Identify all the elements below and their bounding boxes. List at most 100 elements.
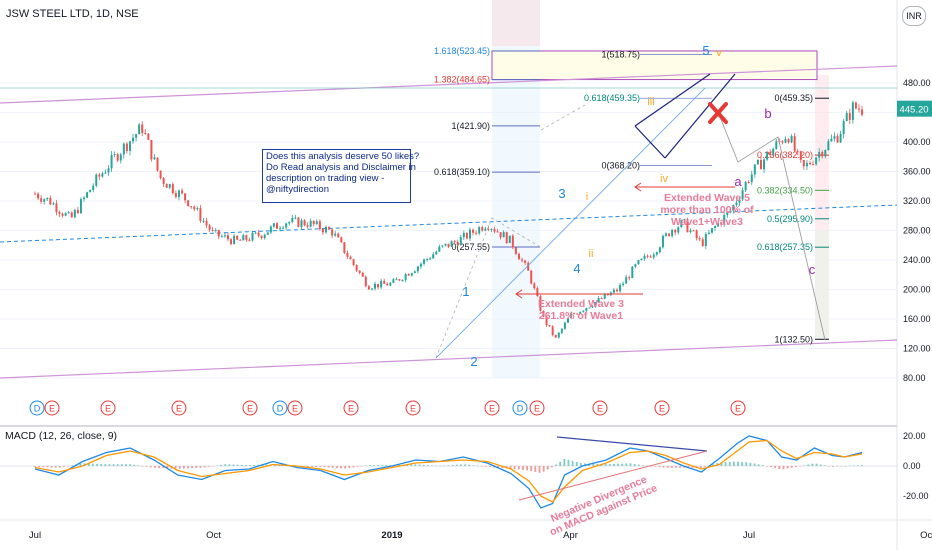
macd-histogram-bar	[191, 466, 194, 469]
wave5-arrow-head	[634, 182, 642, 192]
candle-body	[214, 229, 217, 231]
candle-body	[475, 232, 478, 234]
candle-body	[484, 228, 487, 231]
wave-label-primary: 5	[702, 43, 709, 58]
candle-body	[551, 326, 554, 335]
wave3-annotation: Extended Wave 3	[538, 298, 624, 310]
macd-histogram-bar	[455, 464, 458, 466]
candle-body	[741, 190, 744, 200]
candle-body	[573, 313, 576, 315]
candle-body	[380, 280, 383, 288]
candle-body	[729, 210, 732, 212]
event-marker	[484, 400, 500, 416]
macd-histogram-bar	[592, 463, 595, 466]
macd-histogram-bar	[633, 463, 636, 466]
macd-histogram-bar	[675, 466, 677, 468]
candle-body	[668, 233, 671, 237]
candle-body	[756, 159, 759, 165]
macd-histogram-bar	[836, 466, 839, 467]
candle-body	[386, 283, 389, 286]
candle-body	[851, 102, 854, 120]
macd-histogram-bar	[265, 464, 268, 466]
candle-body	[70, 212, 73, 218]
macd-histogram-bar	[431, 465, 433, 466]
macd-histogram-bar	[385, 465, 388, 466]
candle-body	[242, 235, 245, 241]
candle-body	[187, 200, 190, 207]
macd-histogram-bar	[815, 463, 818, 466]
candle-body	[628, 277, 631, 279]
candle-body	[76, 209, 79, 214]
candle-body	[508, 235, 511, 244]
fib-projection-label: 1.382(484.65)	[434, 75, 490, 85]
candle-body	[358, 270, 361, 273]
currency-badge[interactable]: INR	[902, 6, 926, 26]
candle-body	[46, 197, 49, 200]
macd-histogram-bar	[786, 466, 789, 469]
macd-histogram-bar	[369, 465, 371, 466]
candle-body	[113, 154, 116, 156]
candle-body	[591, 306, 594, 308]
macd-histogram-bar	[737, 461, 739, 466]
candle-body	[468, 229, 471, 239]
candle-body	[793, 136, 796, 151]
candle-body	[337, 233, 340, 238]
macd-histogram-bar	[211, 466, 214, 467]
macd-histogram-bar	[319, 466, 322, 467]
candle-body	[193, 206, 196, 210]
candle-body	[251, 232, 254, 241]
macd-histogram-bar	[439, 465, 442, 467]
candle-body	[827, 141, 830, 151]
divergence-arrow	[518, 450, 708, 501]
candle-body	[34, 193, 36, 195]
macd-histogram-bar	[203, 466, 206, 468]
candle-body	[95, 174, 98, 186]
candle-body	[698, 238, 701, 240]
candle-body	[557, 332, 560, 338]
candle-body	[275, 223, 278, 229]
fib-retracement-label: 1(132.50)	[774, 334, 813, 344]
macd-histogram-bar	[790, 466, 793, 468]
macd-histogram-bar	[207, 466, 210, 467]
macd-histogram-bar	[757, 464, 760, 466]
macd-histogram-bar	[720, 462, 723, 466]
macd-histogram-bar	[104, 464, 107, 466]
candle-body	[199, 208, 202, 221]
candle-body	[138, 124, 141, 135]
candle-body	[597, 298, 600, 303]
candle-body	[297, 217, 300, 227]
candle-body	[312, 220, 315, 225]
last-price-label: 445.20	[899, 105, 928, 116]
candle-body	[772, 148, 775, 156]
fib-retracement-label: 0.5(295.90)	[767, 214, 813, 224]
macd-histogram-bar	[340, 466, 342, 469]
macd-histogram-bar	[654, 466, 657, 467]
candle-body	[646, 255, 649, 257]
candle-body	[720, 223, 723, 225]
candle-body	[683, 219, 686, 221]
candle-body	[790, 136, 793, 143]
wave-label-primary: 2	[470, 354, 477, 369]
candle-body	[438, 246, 441, 252]
macd-histogram-bar	[87, 463, 90, 466]
macd-histogram-bar	[315, 466, 318, 467]
candle-body	[447, 243, 450, 247]
y-tick-label: 200.00	[903, 285, 931, 295]
macd-histogram-bar	[249, 465, 251, 466]
candle-body	[524, 260, 527, 263]
candle-body	[707, 232, 710, 235]
fib-retracement-label: 0(459.35)	[774, 93, 813, 103]
event-marker-label: D	[517, 404, 524, 414]
candle-body	[272, 223, 275, 227]
candle-body	[692, 230, 695, 232]
candle-body	[254, 232, 257, 234]
macd-histogram-bar	[286, 465, 289, 467]
candle-body	[321, 229, 324, 233]
macd-histogram-bar	[54, 466, 57, 468]
macd-histogram-bar	[513, 466, 516, 470]
candle-body	[505, 232, 508, 244]
candle-body	[514, 247, 517, 254]
macd-histogram-bar	[377, 465, 380, 466]
candle-body	[407, 274, 410, 276]
macd-histogram-bar	[761, 465, 764, 466]
